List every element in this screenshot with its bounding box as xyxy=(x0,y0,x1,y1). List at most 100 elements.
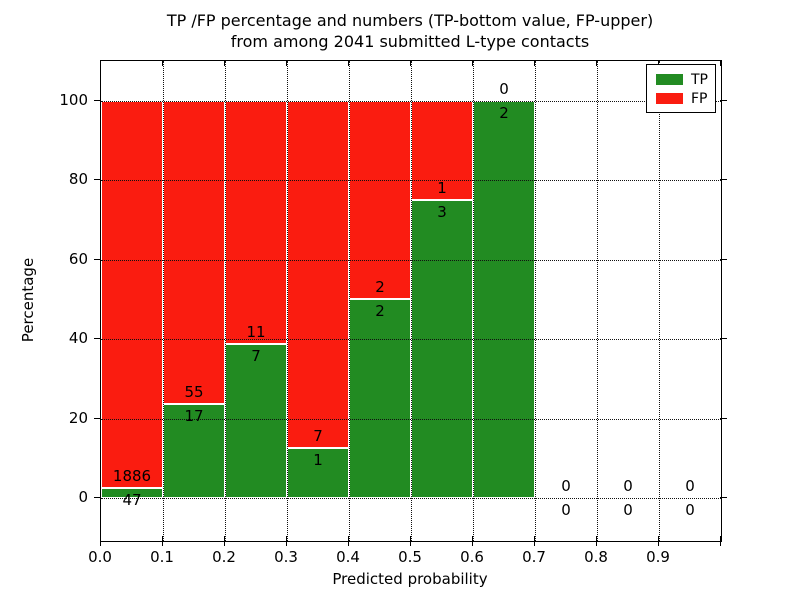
chart-title: TP /FP percentage and numbers (TP-bottom… xyxy=(90,10,730,52)
y-tick-right-80 xyxy=(720,179,727,181)
gridline-v-0.7 xyxy=(535,61,536,541)
y-tick-label-100: 100 xyxy=(59,90,88,109)
y-tick-left-60 xyxy=(94,258,101,260)
annotation-tp-count-0.6: 2 xyxy=(499,103,509,122)
annotation-fp-count-0.6: 0 xyxy=(499,79,509,98)
x-tick-label-0.4: 0.4 xyxy=(336,548,360,566)
gridline-v-0.4 xyxy=(349,61,350,541)
annotation-tp-count-0.5: 3 xyxy=(437,203,447,222)
chart-title-line1: TP /FP percentage and numbers (TP-bottom… xyxy=(166,11,654,30)
bar-fp-0.2 xyxy=(225,100,287,344)
x-tick-0.2 xyxy=(224,536,225,546)
bar-tp-0.2 xyxy=(225,343,287,499)
x-tick-0.7 xyxy=(534,536,535,546)
annotation-tp-count-0: 47 xyxy=(122,491,142,510)
bar-fp-0 xyxy=(101,100,163,489)
annotation-tp-count-0.2: 7 xyxy=(251,346,261,365)
x-tick-label-0.8: 0.8 xyxy=(584,548,608,566)
bar-tp-0 xyxy=(101,488,163,499)
gridline-v-0.1 xyxy=(163,61,164,541)
x-tick-label-0.6: 0.6 xyxy=(460,548,484,566)
bar-tp-0.5 xyxy=(411,200,473,499)
bar-fp-0.4 xyxy=(349,100,411,300)
y-tick-label-60: 60 xyxy=(68,249,88,268)
gridline-v-0.5 xyxy=(411,61,412,541)
bar-tp-0.1 xyxy=(163,404,225,499)
x-tick-label-0.1: 0.1 xyxy=(150,548,174,566)
legend-entry-fp: FP xyxy=(647,89,715,108)
y-tick-left-20 xyxy=(94,417,101,419)
x-tick-label-0.5: 0.5 xyxy=(398,548,422,566)
x-tick-0.9 xyxy=(658,536,659,546)
y-tick-label-80: 80 xyxy=(68,170,88,189)
legend-label-fp: FP xyxy=(691,90,708,107)
bar-tp-0.6 xyxy=(473,100,535,499)
x-tick-0 xyxy=(100,536,101,546)
gridline-v-0.2 xyxy=(225,61,226,541)
x-tick-top-0 xyxy=(100,61,101,66)
y-tick-left-100 xyxy=(94,99,101,101)
annotation-fp-count-0.5: 1 xyxy=(437,179,447,198)
x-tick-top-0.7 xyxy=(534,61,535,66)
x-tick-top-0.2 xyxy=(224,61,225,66)
x-tick-0.4 xyxy=(348,536,349,546)
legend-label-tp: TP xyxy=(691,71,708,88)
x-tick-label-0: 0.0 xyxy=(88,548,112,566)
annotation-tp-count-0.1: 17 xyxy=(184,407,204,426)
gridline-v-0.8 xyxy=(597,61,598,541)
annotation-fp-count-0.3: 7 xyxy=(313,427,323,446)
x-tick-top-0.8 xyxy=(596,61,597,66)
annotation-fp-count-0.4: 2 xyxy=(375,278,385,297)
y-tick-label-20: 20 xyxy=(68,408,88,427)
bar-fp-0.3 xyxy=(287,100,349,449)
y-tick-left-80 xyxy=(94,179,101,181)
legend: TP FP xyxy=(646,64,716,113)
x-tick-top-0.1 xyxy=(162,61,163,66)
x-tick-0.1 xyxy=(162,536,163,546)
y-tick-left-40 xyxy=(94,338,101,340)
x-axis-label: Predicted probability xyxy=(332,570,488,588)
x-tick-0.6 xyxy=(472,536,473,546)
annotation-fp-count-0.9: 0 xyxy=(685,477,695,496)
chart-title-line2: from among 2041 submitted L-type contact… xyxy=(230,32,590,51)
x-tick-1 xyxy=(720,536,721,546)
y-tick-right-100 xyxy=(720,99,727,101)
bar-tp-0.4 xyxy=(349,299,411,499)
annotation-fp-count-0: 1886 xyxy=(112,467,152,486)
y-axis-label: Percentage xyxy=(19,257,37,343)
annotation-fp-count-0.8: 0 xyxy=(623,477,633,496)
plot-area: 1886 47 55 17 11 7 7 1 2 2 1 3 0 2 0 0 0 0 0 0 xyxy=(100,60,722,542)
y-tick-right-60 xyxy=(720,258,727,260)
x-tick-top-0.4 xyxy=(348,61,349,66)
legend-entry-tp: TP xyxy=(647,70,715,89)
annotation-tp-count-0.9: 0 xyxy=(685,501,695,520)
x-tick-label-0.9: 0.9 xyxy=(646,548,670,566)
x-tick-label-0.7: 0.7 xyxy=(522,548,546,566)
annotation-fp-count-0.7: 0 xyxy=(561,477,571,496)
x-tick-label-0.2: 0.2 xyxy=(212,548,236,566)
annotation-tp-count-0.3: 1 xyxy=(313,451,323,470)
y-tick-left-0 xyxy=(94,497,101,499)
y-tick-label-40: 40 xyxy=(68,329,88,348)
y-tick-right-40 xyxy=(720,338,727,340)
x-tick-0.8 xyxy=(596,536,597,546)
x-tick-0.5 xyxy=(410,536,411,546)
x-tick-top-1 xyxy=(720,61,721,66)
y-tick-right-20 xyxy=(720,417,727,419)
x-tick-0.3 xyxy=(286,536,287,546)
gridline-v-0.3 xyxy=(287,61,288,541)
x-tick-top-0.6 xyxy=(472,61,473,66)
annotation-tp-count-0.4: 2 xyxy=(375,302,385,321)
annotation-fp-count-0.2: 11 xyxy=(246,322,266,341)
annotation-tp-count-0.7: 0 xyxy=(561,501,571,520)
gridline-v-0.9 xyxy=(659,61,660,541)
x-tick-top-0.9 xyxy=(658,61,659,66)
annotation-tp-count-0.8: 0 xyxy=(623,501,633,520)
x-tick-top-0.3 xyxy=(286,61,287,66)
fp-color-swatch xyxy=(656,93,683,104)
bar-fp-0.1 xyxy=(163,100,225,405)
y-tick-label-0: 0 xyxy=(78,488,88,507)
x-tick-top-0.5 xyxy=(410,61,411,66)
gridline-v-0.6 xyxy=(473,61,474,541)
